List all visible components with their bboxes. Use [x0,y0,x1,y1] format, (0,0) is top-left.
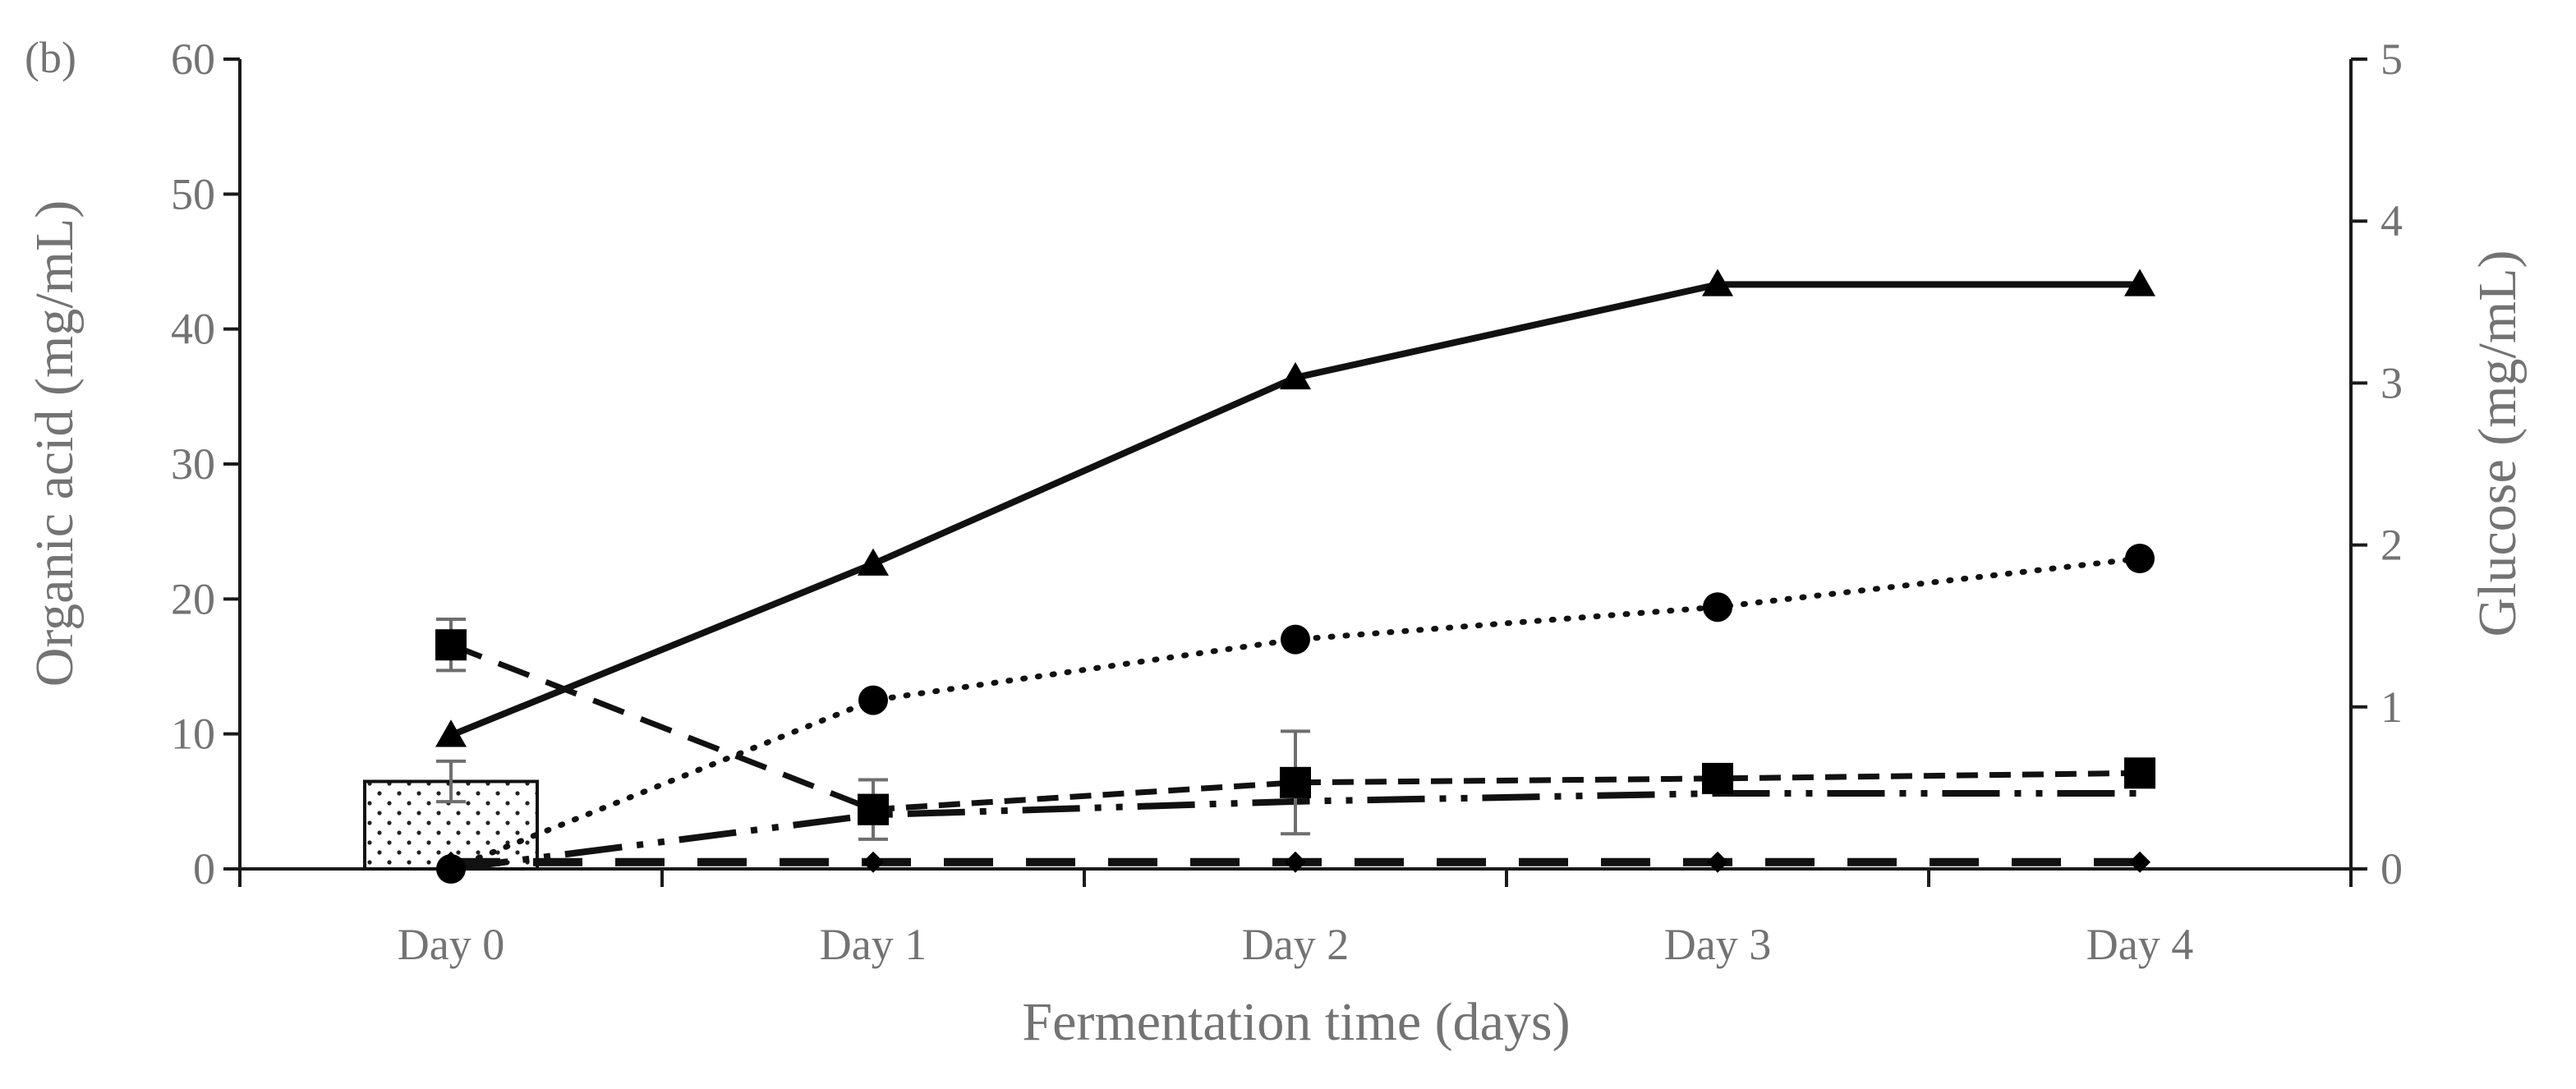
left-axis-title: Organic acid (mg/mL) [25,200,85,687]
data-point-triangle [2124,269,2155,296]
series-line [448,555,2143,872]
data-point-triangle [858,548,889,576]
data-point-circle [1281,624,1310,655]
data-point-triangle [1702,269,1733,296]
right-axis-title: Glucose (mg/mL) [2468,250,2528,636]
right-tick-label: 5 [2380,34,2403,84]
x-axis-title: Fermentation time (days) [1022,992,1570,1052]
series-line [449,641,875,812]
tick-labels: 0 10 20 30 40 50 60 0 1 2 3 4 5 Day 0 Day 1 Day 2 Day 3 D… [171,34,2403,969]
left-tick-label: 0 [193,844,215,894]
data-point-square [858,793,889,825]
data-point-diamond [2129,851,2150,873]
right-tick-label: 1 [2380,682,2403,732]
right-tick-label: 2 [2380,521,2403,570]
right-tick-label: 3 [2380,358,2403,407]
panel-label: (b) [25,33,76,82]
data-point-diamond [862,851,884,873]
data-point-square [1280,766,1311,798]
data-point-diamond [1285,851,1306,873]
data-point-square [435,629,467,661]
left-tick-label: 40 [171,305,215,354]
data-point-square [2124,757,2155,789]
x-tick-label: Day 2 [1242,920,1349,969]
series-line [449,281,2140,739]
series-line [872,770,2141,813]
data-point-square [1702,762,1733,794]
x-tick-label: Day 1 [820,920,927,969]
x-tick-label: Day 0 [398,920,504,969]
data-point-diamond [1707,851,1728,873]
left-tick-label: 20 [171,574,215,623]
left-tick-label: 60 [171,34,215,84]
series [435,269,2155,884]
right-tick-label: 0 [2380,844,2403,894]
left-tick-label: 50 [171,169,215,218]
data-point-triangle [1280,361,1311,390]
right-tick-label: 4 [2380,196,2403,246]
x-tick-label: Day 4 [2086,920,2193,969]
data-point-circle [1703,592,1732,623]
data-point-circle [858,685,888,715]
data-point-circle [2125,544,2155,574]
data-point-circle [436,854,466,884]
left-tick-label: 30 [171,439,215,489]
data-point-triangle [435,719,467,747]
x-tick-label: Day 3 [1664,920,1771,969]
left-tick-label: 10 [171,710,215,759]
